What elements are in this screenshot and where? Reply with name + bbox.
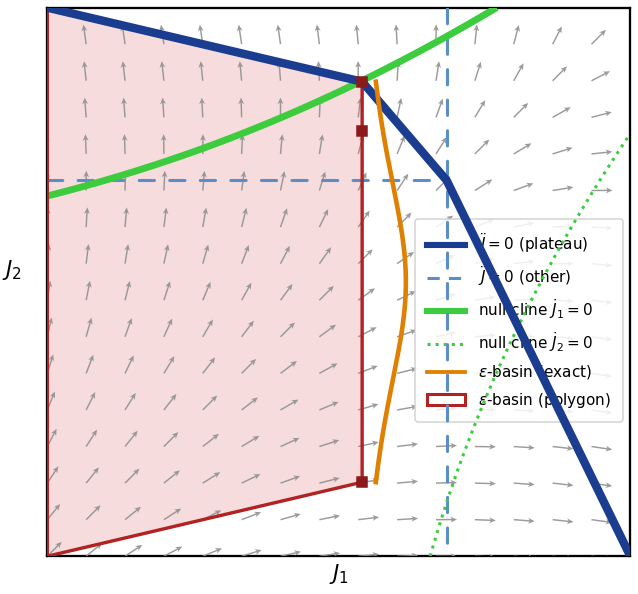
Y-axis label: $J_2$: $J_2$ [3, 258, 22, 282]
X-axis label: $J_1$: $J_1$ [329, 563, 349, 586]
Legend: $\ddot{J}=0$ (plateau), $\ddot{J}=0$ (other), null cline $\dot{J}_1=0$, null cli: $\ddot{J}=0$ (plateau), $\ddot{J}=0$ (ot… [415, 219, 623, 422]
Polygon shape [47, 8, 362, 556]
Point [334, 277, 344, 287]
